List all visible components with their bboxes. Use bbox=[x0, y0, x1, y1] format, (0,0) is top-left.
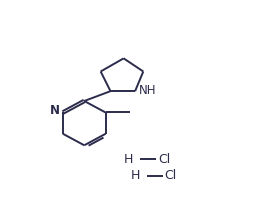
Text: NH: NH bbox=[138, 84, 156, 97]
Text: H: H bbox=[131, 169, 140, 182]
Text: Cl: Cl bbox=[165, 169, 177, 182]
Text: H: H bbox=[124, 153, 133, 166]
Text: Cl: Cl bbox=[158, 153, 170, 166]
Text: N: N bbox=[50, 104, 60, 117]
